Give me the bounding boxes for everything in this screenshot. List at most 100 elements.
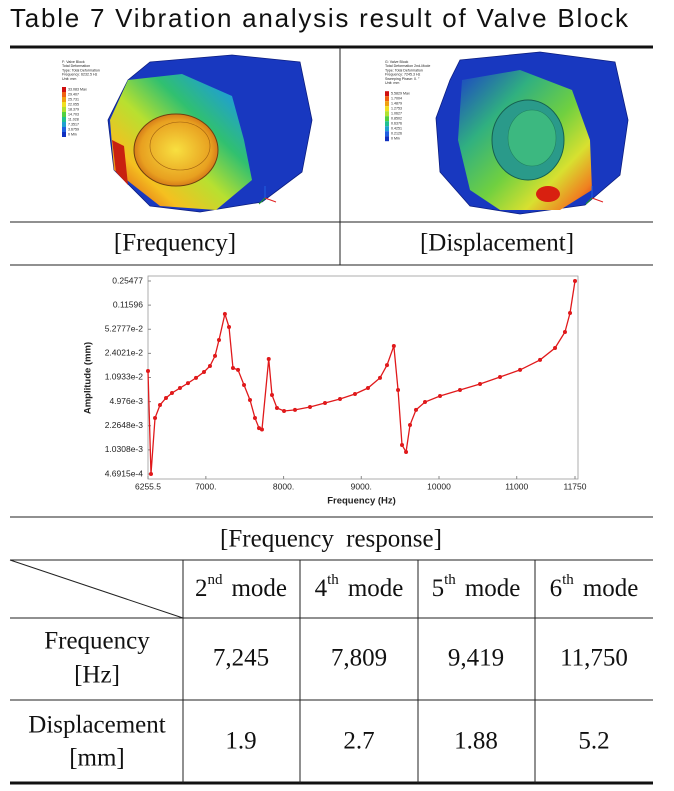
y-tick-label: 4.976e-3 [109, 396, 143, 406]
y-tick-label: 0.11596 [113, 299, 143, 309]
ordinal-number: 2 [195, 575, 208, 602]
image-header-text: Sweeping Phase: 0. ° [385, 77, 420, 81]
data-point [413, 407, 418, 412]
legend-label: 7.3517 [68, 122, 79, 126]
legend-swatch [385, 121, 389, 127]
column-header: 2nd mode [195, 572, 287, 601]
data-point [266, 356, 271, 361]
data-point [269, 392, 274, 397]
mode-word: mode [348, 575, 404, 602]
column-header: 4th mode [315, 572, 404, 601]
legend-swatch [385, 101, 389, 107]
cell-value: 7,809 [331, 645, 387, 672]
data-point [158, 402, 163, 407]
ordinal-suffix: th [327, 572, 339, 588]
x-tick-label: 11000 [505, 481, 528, 491]
data-point [230, 366, 235, 371]
cell-value: 5.2 [578, 728, 609, 755]
data-point [148, 472, 153, 476]
data-point [498, 375, 503, 380]
y-tick-label: 2.2648e-3 [105, 420, 144, 430]
legend-label: 33.083 Max [68, 87, 87, 91]
legend-swatch [385, 91, 389, 97]
data-point [207, 364, 212, 369]
y-tick-label: 0.25477 [112, 275, 143, 285]
data-point [259, 427, 264, 432]
legend-swatch [385, 136, 389, 142]
data-point [247, 397, 252, 402]
image-header-text: Frequency: 7245.3 Hz [385, 73, 421, 77]
legend-label: 0.8502 [391, 117, 402, 121]
data-point [169, 390, 174, 395]
ordinal-suffix: th [444, 572, 456, 588]
data-point [153, 415, 158, 420]
row-label: Frequency [44, 628, 150, 655]
image-header-text: Type: Total Deformation [62, 68, 100, 72]
y-tick-label: 5.2777e-2 [105, 323, 144, 333]
data-point [438, 394, 443, 399]
legend-swatch [385, 116, 389, 122]
chart-caption: [Frequency response] [220, 526, 442, 553]
row-label: [mm] [69, 745, 125, 772]
data-point [385, 363, 390, 368]
data-point [193, 375, 198, 380]
legend-swatch [385, 111, 389, 117]
legend-swatch [62, 97, 66, 102]
legend-label: 0.6376 [391, 122, 402, 126]
data-point [457, 388, 462, 393]
legend-swatch [62, 102, 66, 107]
legend-label: 1.2753 [391, 107, 402, 111]
ordinal-suffix: th [562, 572, 574, 588]
cell-value: 1.88 [454, 728, 498, 755]
data-point [227, 324, 232, 329]
row-label: [Hz] [74, 662, 120, 689]
legend-swatch [62, 112, 66, 117]
legend-label: 25.731 [68, 97, 79, 101]
cell-value: 2.7 [343, 728, 374, 755]
data-point [236, 367, 241, 372]
mode-word: mode [583, 575, 639, 602]
data-point [538, 357, 543, 362]
data-point [478, 381, 483, 386]
x-tick-label: 11750 [563, 481, 586, 491]
legend-label: 0 Min [391, 137, 400, 141]
data-point [391, 343, 396, 348]
legend-label: 1.0627 [391, 112, 402, 116]
legend-label: 18.379 [68, 107, 79, 111]
ordinal-number: 5 [432, 575, 445, 602]
data-point [573, 279, 577, 283]
x-tick-label: 7000. [195, 481, 216, 491]
legend-swatch [385, 126, 389, 132]
x-tick-label: 9000. [351, 481, 372, 491]
data-point [292, 407, 297, 412]
data-point [216, 337, 221, 342]
image-header-text: Total Deformation 2nd-Mode [385, 64, 430, 68]
image-header-text: Type: Total Deformation [385, 68, 423, 72]
x-axis-label: Frequency (Hz) [327, 496, 396, 507]
cell-value: 11,750 [560, 645, 628, 672]
data-point [274, 406, 279, 411]
column-header: 6th mode [550, 572, 639, 601]
data-point [177, 386, 182, 391]
data-point [322, 400, 327, 405]
data-point [185, 381, 190, 386]
image-header-text: Unit: mm [385, 81, 399, 85]
y-tick-label: 1.0308e-3 [105, 444, 144, 454]
image-header-text: F: Valve Block [62, 60, 85, 64]
legend-label: 1.4879 [391, 102, 402, 106]
image-header-text: Total Deformation [62, 64, 90, 68]
image-header-text: Unit: mm [62, 77, 76, 81]
data-point [307, 404, 312, 409]
data-point [242, 383, 247, 388]
mode-word: mode [231, 575, 287, 602]
data-point [365, 386, 370, 391]
cell-value: 7,245 [213, 645, 269, 672]
legend-swatch [62, 117, 66, 122]
legend-swatch [62, 87, 66, 92]
legend-label: 5.5829 Max [391, 92, 410, 96]
image-caption: [Displacement] [420, 230, 574, 257]
legend-label: 0.4251 [391, 127, 402, 131]
y-tick-label: 2.4021e-2 [105, 348, 144, 358]
fea-frequency-image [107, 54, 313, 213]
